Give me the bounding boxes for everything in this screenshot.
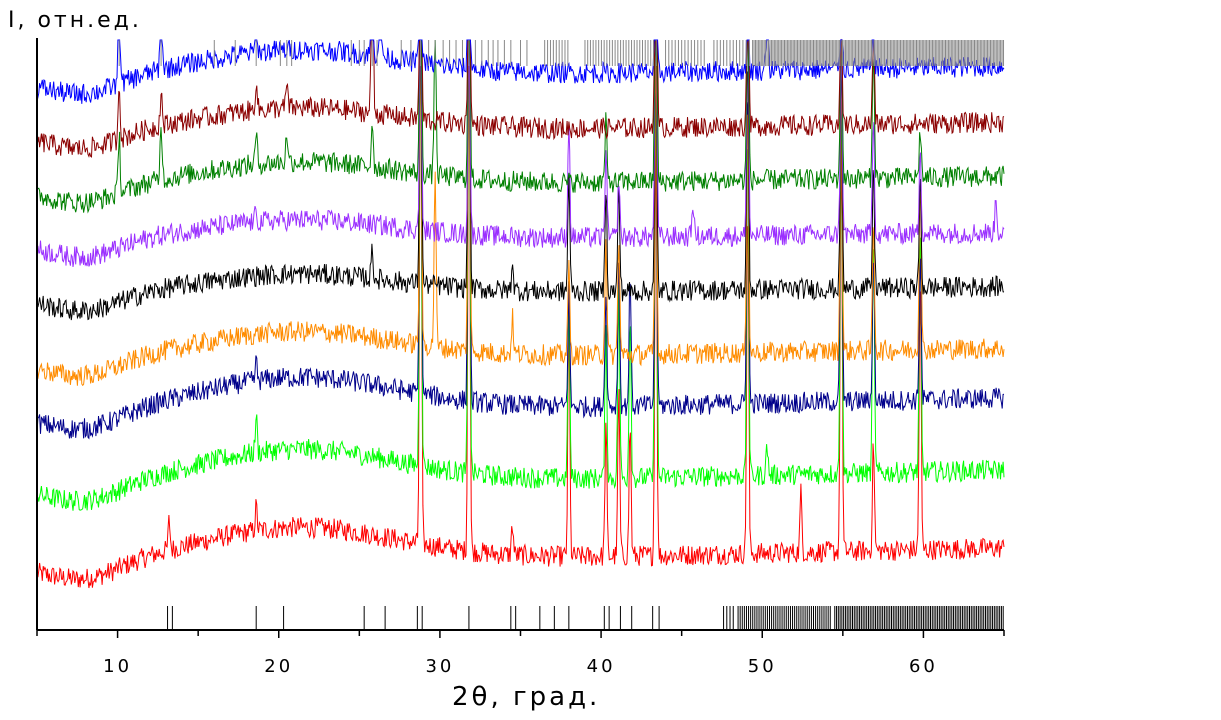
x-tick-label: 10 bbox=[103, 656, 132, 677]
series-line-1 bbox=[36, 39, 1005, 589]
x-tick-label: 20 bbox=[264, 656, 293, 677]
x-tick-label: 60 bbox=[909, 656, 938, 677]
series-line-7 bbox=[36, 39, 1005, 214]
series-line-8 bbox=[36, 38, 1005, 158]
x-tick-label: 40 bbox=[587, 656, 616, 677]
x-tick-label: 30 bbox=[425, 656, 454, 677]
series-line-4 bbox=[36, 39, 1005, 387]
series-line-5 bbox=[36, 39, 1005, 321]
series-line-6 bbox=[36, 39, 1005, 267]
axes: 10 20 30 40 50 60 bbox=[36, 38, 1005, 677]
series-line-2 bbox=[36, 39, 1005, 511]
x-tick-label: 50 bbox=[748, 656, 777, 677]
top-reference-ticks bbox=[118, 40, 1005, 66]
y-axis-label: I, отн.ед. bbox=[8, 8, 142, 33]
series-layer bbox=[36, 38, 1005, 589]
bottom-reference-ticks bbox=[167, 606, 1004, 630]
x-axis-label: 2θ, град. bbox=[452, 682, 601, 712]
